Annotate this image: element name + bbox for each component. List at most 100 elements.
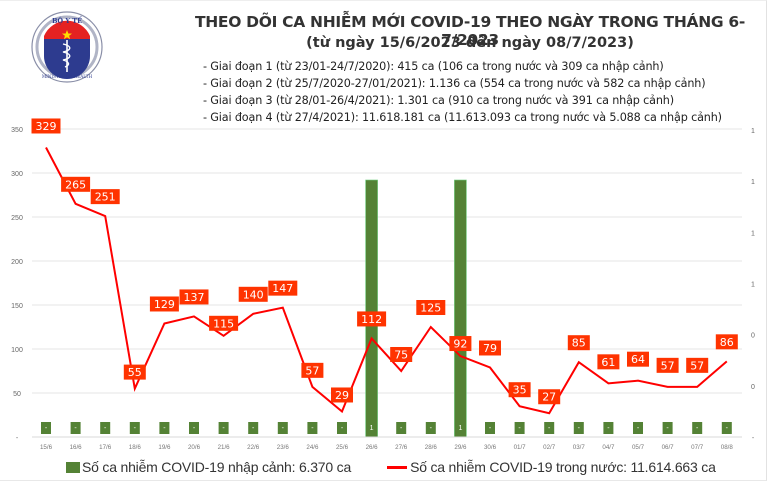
bar-label-box xyxy=(573,422,584,434)
x-axis-tick: 24/6 xyxy=(306,444,319,451)
left-axis-tick: 50 xyxy=(13,391,21,398)
data-label: 329 xyxy=(36,120,57,133)
data-label-box xyxy=(149,296,179,312)
bar-label-box xyxy=(337,422,347,434)
bar-value-label: - xyxy=(45,425,48,432)
bar xyxy=(365,179,378,438)
bar-label-box xyxy=(129,422,140,434)
bar-label-box xyxy=(514,422,525,434)
x-axis-tick: 27/6 xyxy=(395,444,408,451)
legend-line-swatch xyxy=(387,465,408,469)
phase-note: - Giai đoạn 2 (từ 25/7/2020-27/01/2021):… xyxy=(203,77,706,90)
data-label-box xyxy=(301,362,324,378)
bar-label-box xyxy=(425,422,436,434)
data-label-box xyxy=(238,286,268,302)
bar-label-box xyxy=(721,422,732,434)
x-axis-tick: 05/7 xyxy=(632,444,645,451)
x-axis-tick: 21/6 xyxy=(218,444,231,451)
bar-value-label: - xyxy=(74,425,77,432)
phase-note: - Giai đoạn 4 (từ 27/4/2021): 11.618.181… xyxy=(203,111,722,124)
x-axis-tick: 23/6 xyxy=(277,444,290,451)
bar xyxy=(454,179,467,438)
x-axis-tick: 07/7 xyxy=(691,444,704,451)
data-label: 75 xyxy=(394,349,408,362)
data-label-box xyxy=(179,289,209,305)
bar-label-box xyxy=(485,422,495,434)
data-label: 137 xyxy=(184,291,205,304)
bar-value-label: - xyxy=(726,425,729,432)
bar-value-label: - xyxy=(548,425,551,432)
bar-label-box xyxy=(396,422,407,434)
bar-label-box xyxy=(159,422,170,434)
bar-value-label: - xyxy=(696,425,699,432)
bar-label-box xyxy=(662,422,673,434)
bar-value-label: - xyxy=(163,425,166,432)
data-label-box xyxy=(449,336,472,352)
data-label-box xyxy=(656,357,679,373)
bar-label-box xyxy=(277,422,288,434)
x-axis-tick: 15/6 xyxy=(40,444,53,451)
data-label: 125 xyxy=(420,302,441,315)
data-label-box xyxy=(416,300,446,315)
data-label: 85 xyxy=(572,337,586,350)
data-label: 92 xyxy=(453,338,467,351)
bar-value-label: 1 xyxy=(458,425,462,432)
data-label-box xyxy=(268,280,298,296)
data-label-box xyxy=(123,364,146,380)
right-axis-tick: - xyxy=(752,435,755,442)
x-axis-tick: 20/6 xyxy=(188,444,201,451)
data-label-box xyxy=(61,176,91,192)
left-axis-tick: 350 xyxy=(11,127,23,134)
x-axis-tick: 17/6 xyxy=(99,444,112,451)
data-label-box xyxy=(479,340,501,356)
data-label: 265 xyxy=(65,178,86,191)
data-label: 55 xyxy=(128,366,142,379)
data-label-box xyxy=(597,354,620,370)
left-axis-tick: 100 xyxy=(11,347,23,354)
x-axis-tick: 18/6 xyxy=(129,444,142,451)
data-label-box xyxy=(567,335,590,351)
bar-label-box xyxy=(603,422,614,434)
right-axis-tick: 0 xyxy=(751,384,755,391)
bar-label-box xyxy=(189,422,199,434)
x-axis-tick: 25/6 xyxy=(336,444,349,451)
right-axis-tick: 0 xyxy=(751,333,755,340)
bar-value-label: - xyxy=(518,425,521,432)
bar-value-label: - xyxy=(489,425,492,432)
data-label-box xyxy=(715,334,738,350)
bar-label-box xyxy=(218,422,229,434)
chart-title: THEO DÕI CA NHIỄM MỚI COVID-19 THEO NGÀY… xyxy=(194,13,746,49)
line-series-domestic-cases xyxy=(45,147,728,415)
data-label-box xyxy=(331,387,353,403)
bar-series-imported-cases: - - - - - - - - - - - 1 - - 1 - - - - - - - - - xyxy=(41,179,732,438)
data-label: 86 xyxy=(720,336,734,349)
data-label: 27 xyxy=(542,391,556,404)
legend-line-label: Số ca nhiễm COVID-19 trong nước: 11.614.… xyxy=(410,459,716,475)
bar-label-box xyxy=(41,422,51,434)
x-axis-tick: 26/6 xyxy=(366,444,379,451)
x-axis-tick: 02/7 xyxy=(543,444,556,451)
bar-value-label: - xyxy=(607,425,610,432)
phase-note: - Giai đoạn 1 (từ 23/01-24/7/2020): 415 … xyxy=(203,60,664,73)
data-label: 57 xyxy=(690,359,704,372)
x-axis-tick: 06/7 xyxy=(662,444,675,451)
legend-bar-swatch xyxy=(66,461,80,473)
left-axis-tick: 150 xyxy=(11,303,23,310)
bar-label-box xyxy=(248,422,259,434)
ministry-of-health-logo: BỘ Y TẾ MINISTRY OF HEALTH xyxy=(31,11,103,83)
data-label-box xyxy=(538,389,561,405)
left-axis-tick: 250 xyxy=(11,215,23,222)
x-axis: 15/6 16/6 17/6 18/6 19/6 20/6 21/6 22/6 23/6 24/6… xyxy=(32,436,742,451)
chart-subtitle: (từ ngày 15/6/2023 đến ngày 08/7/2023) xyxy=(306,35,634,51)
legend-bar-label: Số ca nhiễm COVID-19 nhập cảnh: 6.370 ca xyxy=(82,459,352,475)
data-label: 57 xyxy=(661,359,675,372)
data-label-box xyxy=(390,347,413,362)
left-y-axis: - 50 100 150 200 250 300 350 xyxy=(11,127,23,442)
bar-value-label: - xyxy=(134,425,137,432)
bar-value-label: - xyxy=(193,425,196,432)
x-axis-tick: 30/6 xyxy=(484,444,497,451)
right-y-axis: - 0 0 1 1 1 1 xyxy=(751,128,755,442)
bar-value-label: 1 xyxy=(370,425,374,432)
